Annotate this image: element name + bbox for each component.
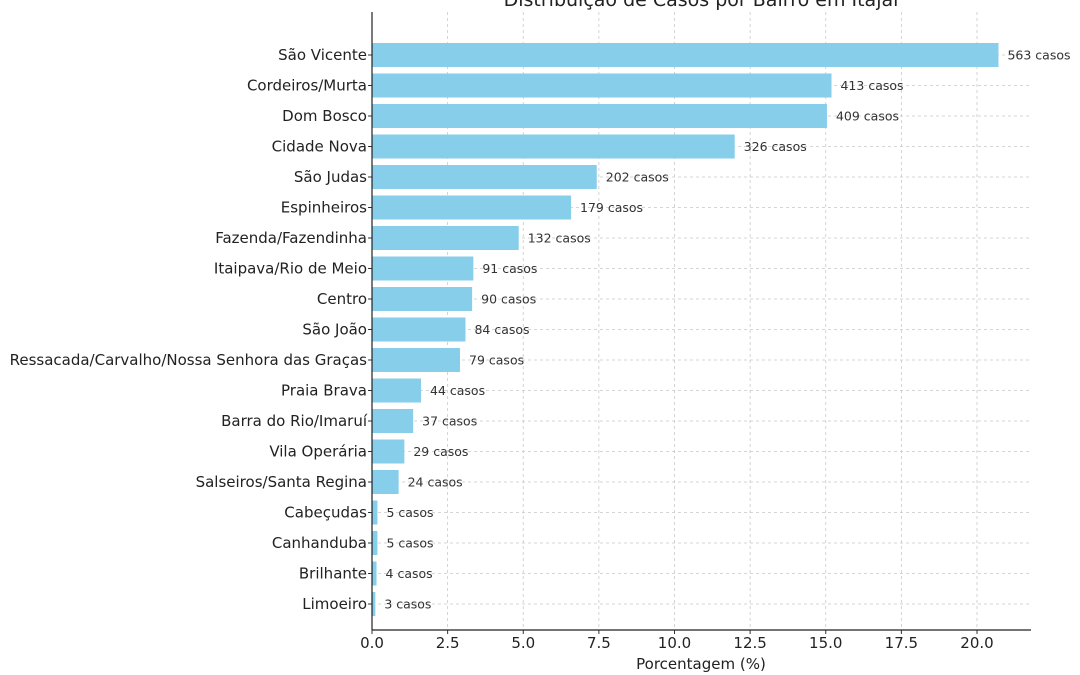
bar [372,317,466,342]
category-label: Centro [317,290,367,308]
data-label: 90 casos [481,292,536,307]
bar [372,73,832,98]
category-label: Fazenda/Fazendinha [215,229,367,247]
data-label: 3 casos [384,597,431,612]
category-label: Espinheiros [281,199,367,217]
bar [372,378,422,403]
data-label: 5 casos [386,505,433,520]
data-label: 44 casos [430,383,485,398]
data-label: 91 casos [482,261,537,276]
data-label: 37 casos [422,414,477,429]
bars: 563 casos 413 casos 409 casos 326 casos 202 … [372,43,1071,616]
bar [372,500,378,525]
category-label: Limoeiro [302,595,367,613]
x-tick-label: 7.5 [587,634,611,652]
bar [372,43,999,67]
bar [372,470,399,494]
bar [372,195,572,220]
category-label: Cidade Nova [272,138,367,156]
x-tick-label: 5.0 [511,634,535,652]
category-label: Dom Bosco [282,107,367,125]
data-label: 409 casos [836,109,899,124]
data-label: 4 casos [386,566,433,581]
category-label: Cabeçudas [284,504,367,522]
data-label: 84 casos [474,322,529,337]
data-label: 132 casos [528,231,591,246]
chart-title: Distribuição de Casos por Bairro em Itaj… [504,0,900,11]
x-tick-label: 20.0 [960,634,993,652]
x-tick-label: 12.5 [733,634,766,652]
data-label: 5 casos [386,536,433,551]
data-label: 326 casos [744,139,807,154]
bar [372,409,414,433]
category-label: São João [302,321,367,339]
data-label: 79 casos [469,353,524,368]
x-axis-label: Porcentagem (%) [636,655,766,673]
category-label: São Judas [294,168,367,186]
bar [372,226,519,250]
category-label: Itaipava/Rio de Meio [214,260,367,278]
data-label: 24 casos [408,475,463,490]
category-label: Ressacada/Carvalho/Nossa Senhora das Gra… [10,351,368,369]
x-tick-label: 0.0 [360,634,384,652]
bar [372,256,474,281]
category-label: Vila Operária [269,443,367,461]
x-tick-label: 2.5 [436,634,460,652]
data-label: 413 casos [840,78,903,93]
bar [372,165,597,189]
data-label: 29 casos [413,444,468,459]
bar [372,348,461,372]
axes: 0.0 2.5 5.0 7.5 10.0 12.5 15.0 17.5 20.0 São Vice… [10,12,1031,652]
bar [372,287,473,311]
category-label: São Vicente [278,46,367,64]
bar [372,104,827,128]
x-tick-label: 17.5 [885,634,918,652]
category-label: Barra do Rio/Imaruí [221,412,368,430]
bar [372,134,735,159]
data-label: 563 casos [1007,48,1070,63]
category-label: Cordeiros/Murta [247,77,367,95]
category-label: Brilhante [299,565,367,583]
bar [372,439,405,464]
category-label: Salseiros/Santa Regina [196,473,367,491]
bar [372,561,377,586]
bar [372,531,378,555]
x-tick-label: 10.0 [658,634,691,652]
x-tick-label: 15.0 [809,634,842,652]
bar [372,592,376,616]
category-label: Praia Brava [281,382,367,400]
data-label: 179 casos [580,200,643,215]
data-label: 202 casos [606,170,669,185]
category-label: Canhanduba [272,534,367,552]
